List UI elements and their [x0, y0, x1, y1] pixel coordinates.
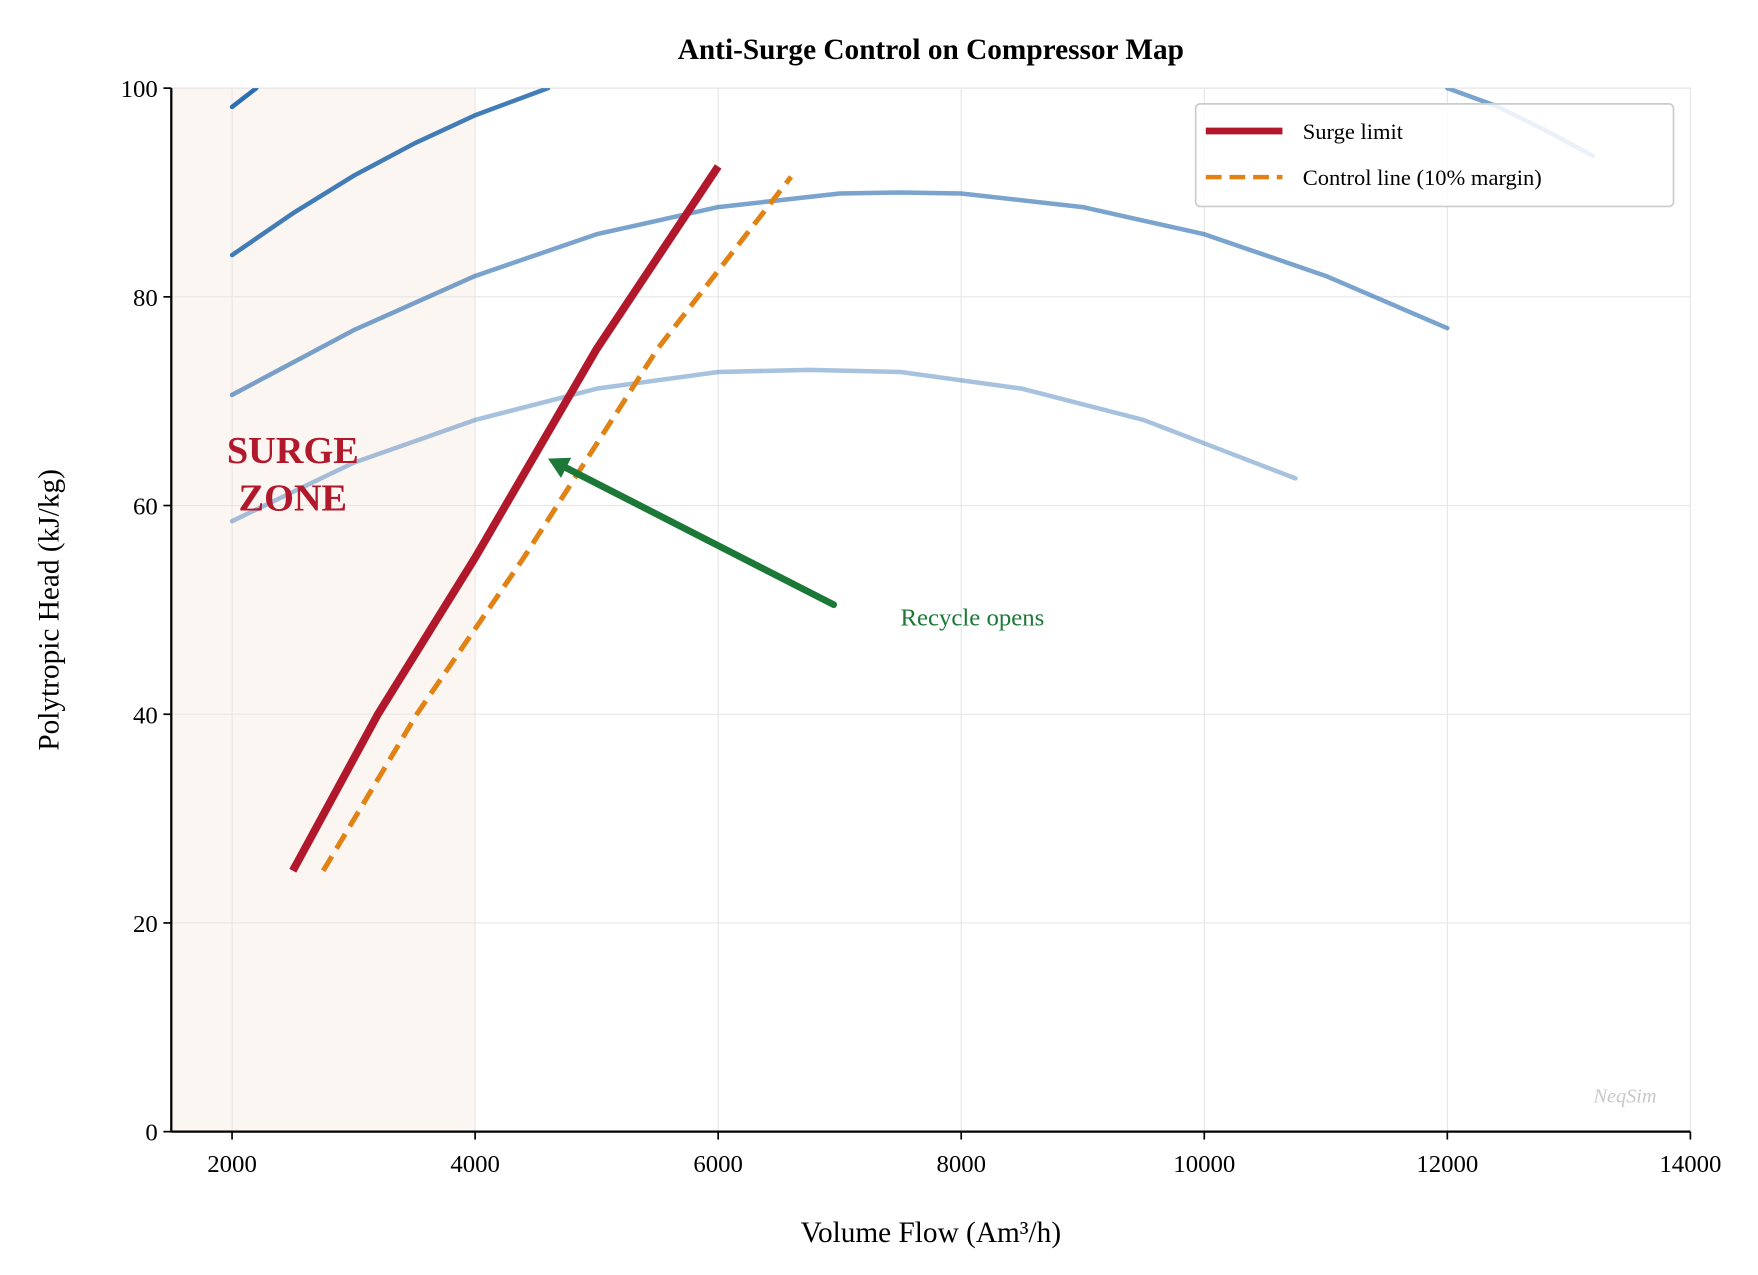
surge-zone-label-line2: ZONE	[239, 477, 348, 519]
speed-line	[229, 190, 1450, 398]
speed-line	[229, 88, 551, 258]
speed-lines	[229, 88, 1596, 524]
x-tick-label: 14000	[1659, 1151, 1721, 1178]
surge-zone	[171, 88, 476, 1132]
legend-box	[1194, 103, 1675, 208]
surge-zone-label-line1: SURGE	[227, 430, 359, 472]
annotation-text: Recycle opens	[900, 605, 1044, 632]
x-tick-label: 12000	[1416, 1151, 1478, 1178]
y-tick-label: 40	[133, 702, 158, 729]
watermark: NeqSim	[1593, 1085, 1657, 1107]
annotation-arrow-head	[548, 457, 572, 478]
axes: 2000 4000 6000 8000 10000 12000 14000 0 20 40 60 80…	[121, 76, 1722, 1178]
control-line	[321, 175, 794, 873]
y-tick-label: 20	[133, 911, 158, 938]
y-tick-label: 100	[121, 76, 158, 103]
annotation: Recycle opens	[548, 457, 1044, 632]
y-tick-label: 0	[145, 1120, 157, 1147]
legend-label-surge: Surge limit	[1303, 119, 1404, 144]
x-tick-label: 6000	[693, 1151, 743, 1178]
surge-zone-shade	[171, 88, 476, 1132]
y-axis-label: Polytropic Head (kJ/kg)	[34, 469, 66, 751]
x-tick-label: 4000	[450, 1151, 500, 1178]
annotation-arrow-shaft	[562, 464, 837, 609]
chart-title: Anti-Surge Control on Compressor Map	[678, 34, 1184, 66]
surge-limit-line	[289, 164, 722, 873]
y-tick-label: 80	[133, 285, 158, 312]
x-axis-label: Volume Flow (Am³/h)	[801, 1217, 1062, 1249]
speed-line	[229, 367, 1298, 524]
speed-line	[229, 88, 259, 110]
x-tick-label: 2000	[207, 1151, 257, 1178]
legend-label-control: Control line (10% margin)	[1303, 165, 1542, 190]
legend: Surge limit Control line (10% margin)	[1194, 103, 1675, 208]
x-tick-label: 10000	[1173, 1151, 1235, 1178]
series	[289, 164, 794, 873]
x-tick-label: 8000	[936, 1151, 986, 1178]
y-tick-label: 60	[133, 494, 158, 521]
